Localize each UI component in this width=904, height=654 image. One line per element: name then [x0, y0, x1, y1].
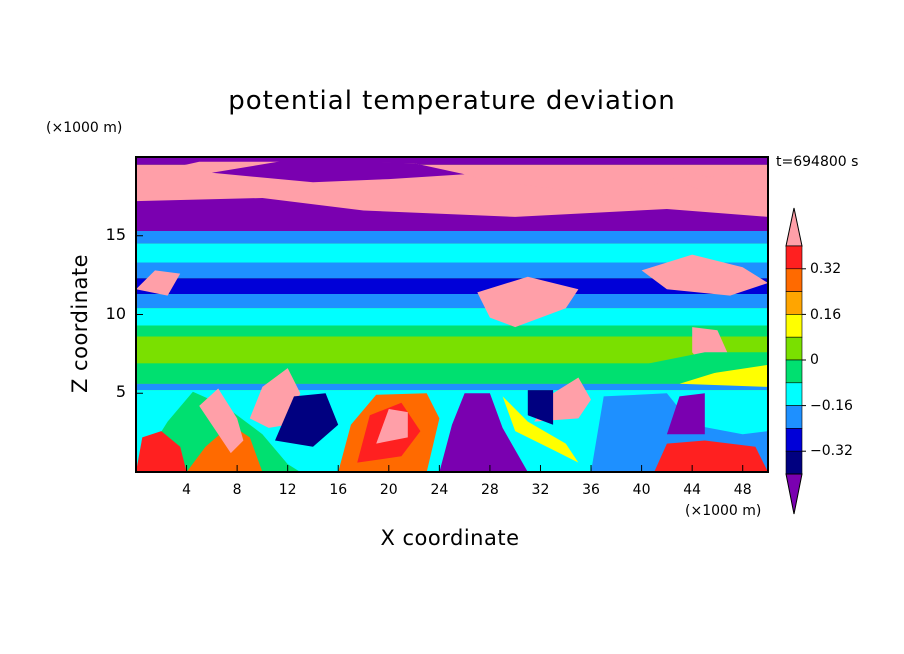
mid-cloud-1	[477, 276, 579, 328]
band-blue-15	[136, 231, 768, 244]
band-green-8	[136, 336, 768, 364]
colorbar-swatch	[785, 245, 803, 270]
band-blue-13	[136, 262, 768, 279]
x-tick-label: 28	[480, 482, 499, 498]
time-label: t=694800 s	[776, 154, 859, 170]
colorbar-tick-label: −0.16	[810, 397, 853, 414]
colorbar-tick-label: 0.32	[810, 261, 842, 277]
low-purple-plume	[439, 393, 528, 472]
colorbar	[785, 207, 806, 515]
colorbar-bottom-triangle	[785, 473, 803, 515]
band-blue-5	[136, 383, 768, 391]
y-tick-label: 15	[105, 224, 126, 244]
colorbar-swatch	[785, 428, 803, 452]
mid-cloud-2	[641, 254, 768, 296]
x-tick-label: 48	[733, 482, 752, 498]
band-darkblue-12	[136, 278, 768, 295]
colorbar-swatch	[785, 382, 803, 406]
right-yellow-patch	[679, 363, 768, 387]
x-tick-label: 36	[582, 482, 600, 498]
x-tick-label: 12	[278, 482, 297, 498]
x-tick-label: 44	[683, 482, 702, 498]
right-green-patch	[641, 352, 768, 375]
low-navy-cell-2	[527, 390, 554, 425]
band-blue-11	[136, 294, 768, 309]
band-seagreen-9	[136, 325, 768, 337]
low-yellow-streak	[502, 396, 579, 463]
low-left-pink	[199, 388, 244, 454]
y-axis-ticks	[136, 235, 143, 394]
low-navy-cell	[275, 393, 339, 447]
colorbar-tick-label: −0.32	[810, 443, 853, 460]
band-cyan-10	[136, 308, 768, 326]
upper-right-pink	[679, 171, 768, 197]
purple-layer-top	[136, 216, 768, 231]
x-tick-label: 4	[182, 482, 191, 498]
left-cloud	[136, 270, 181, 296]
colorbar-top-triangle	[785, 207, 803, 247]
x-tick-label: 8	[232, 482, 242, 498]
colorbar-tick-label: 0	[810, 352, 819, 369]
colorbar-swatch	[785, 359, 803, 384]
x-tick-label: 20	[379, 482, 398, 498]
x-tick-label: 40	[632, 482, 651, 498]
y-axis-unit: (×1000 m)	[46, 120, 123, 136]
low-mid-pink	[376, 409, 408, 444]
colorbar-tick-label: 0.16	[810, 306, 842, 323]
contour-field	[136, 157, 768, 472]
colorbar-swatch	[785, 336, 803, 361]
colorbar-swatch	[785, 405, 803, 429]
colorbar-swatch	[785, 450, 803, 475]
colorbar-swatch	[785, 268, 803, 292]
x-tick-label: 16	[329, 482, 348, 498]
low-right-purple	[666, 393, 705, 435]
x-axis-label: X coordinate	[380, 526, 520, 550]
low-right-red	[654, 440, 768, 472]
x-tick-label: 24	[430, 482, 449, 498]
x-axis-unit: (×1000 m)	[685, 503, 762, 519]
low-left-orange	[186, 424, 263, 472]
chart-title: potential temperature deviation	[228, 86, 676, 116]
low-left-red	[136, 431, 187, 472]
colorbar-swatch	[785, 314, 803, 338]
y-tick-label: 10	[105, 303, 126, 323]
upper-purple-patch	[211, 160, 465, 183]
band-seagreen-6	[136, 363, 768, 384]
colorbar-swatch	[785, 291, 803, 315]
x-axis-ticks	[186, 465, 744, 472]
y-tick-label: 5	[115, 382, 126, 402]
y-axis-label: Z coordinate	[68, 253, 92, 393]
band-top-purple	[136, 157, 768, 165]
x-tick-label: 32	[531, 482, 550, 498]
band-cyan-14	[136, 243, 768, 263]
